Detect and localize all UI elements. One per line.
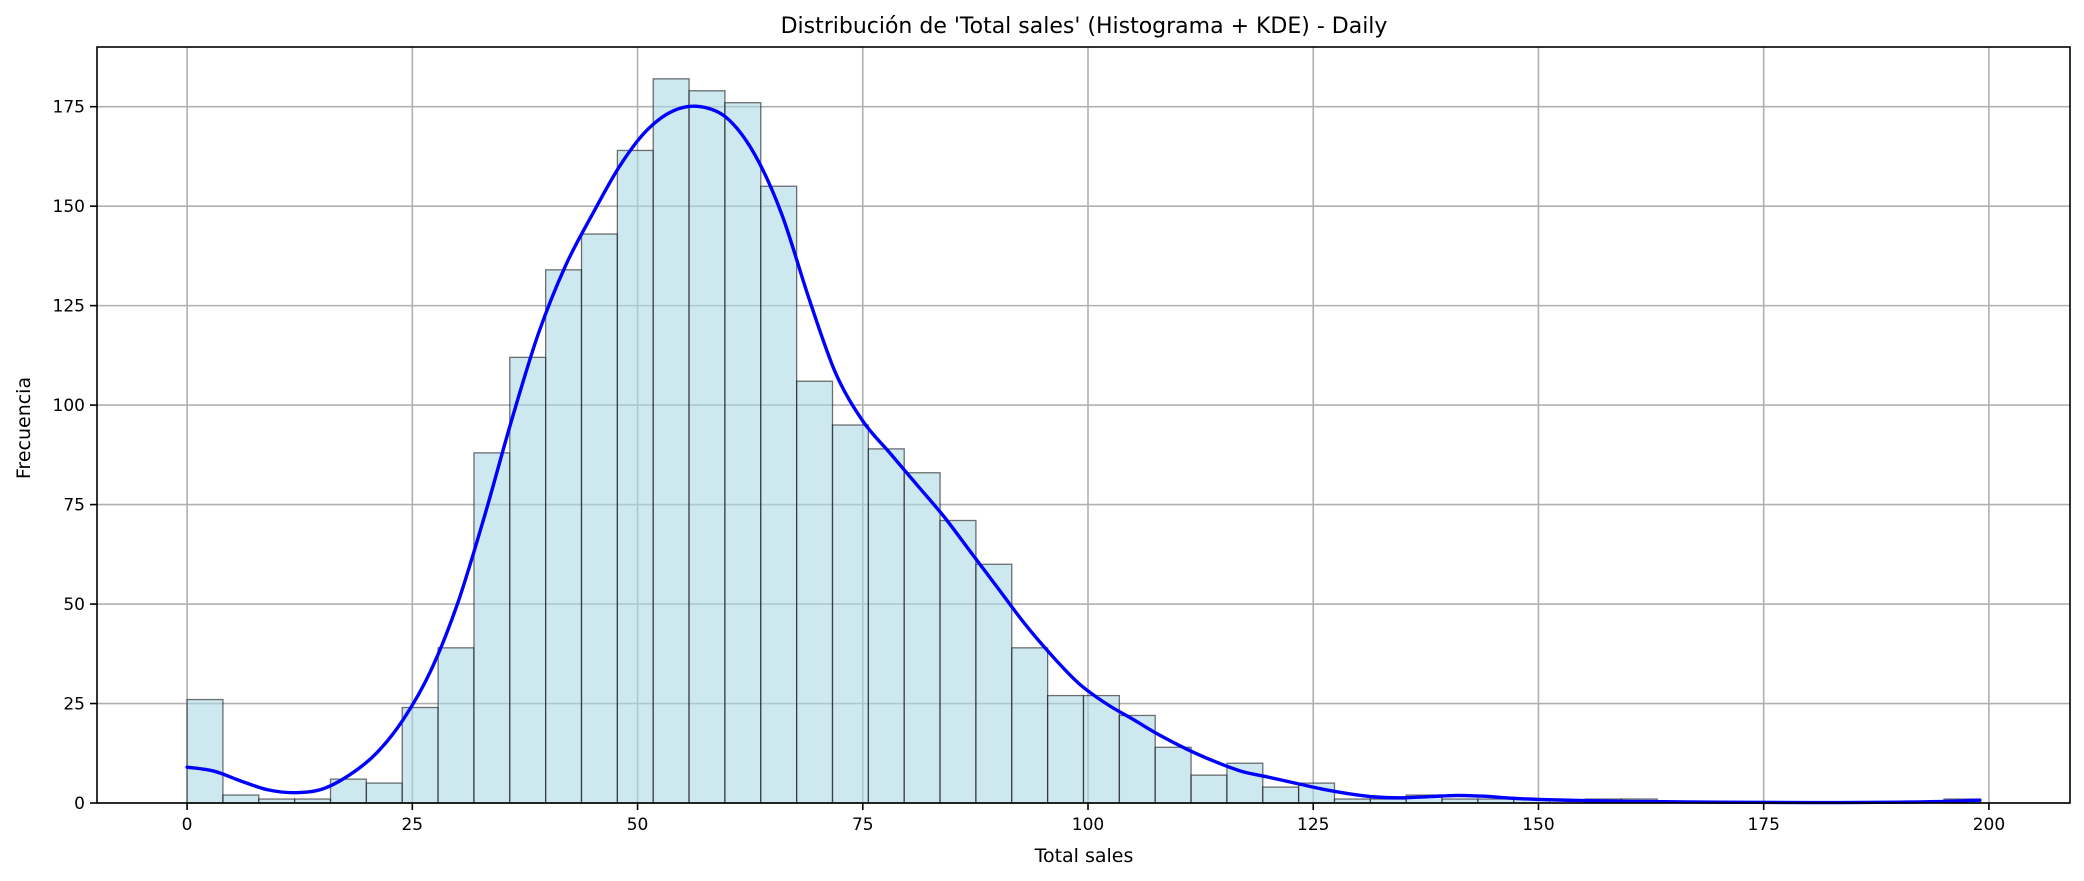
x-tick-label: 25: [401, 815, 423, 835]
histogram-bar: [831, 424, 870, 804]
histogram-bar: [760, 185, 798, 804]
histogram-bar: [867, 448, 905, 804]
x-axis-label: Total sales: [1034, 845, 1134, 867]
histogram-bar: [222, 794, 260, 804]
histogram-bar: [365, 782, 403, 804]
histogram-bar: [1046, 694, 1085, 804]
histogram-bar: [1190, 774, 1228, 804]
chart-title: Distribución de 'Total sales' (Histogram…: [781, 14, 1388, 39]
x-tick-label: 200: [1973, 815, 2005, 835]
y-tick-label: 125: [53, 297, 85, 317]
histogram-bar: [1262, 786, 1300, 804]
y-tick-label: 150: [53, 197, 85, 217]
x-tick-label: 75: [852, 815, 874, 835]
histogram-bar: [1082, 694, 1121, 804]
histogram-bar: [437, 647, 475, 804]
histogram-bar: [1011, 647, 1049, 804]
histogram-bar: [903, 472, 941, 804]
histogram-bar: [580, 233, 619, 804]
histogram-bar: [795, 380, 834, 804]
x-tick-label: 125: [1297, 815, 1329, 835]
grid-lines: [97, 47, 2070, 804]
histogram-bar: [975, 563, 1013, 804]
y-tick-label: 100: [53, 396, 85, 416]
histogram-bar: [616, 149, 654, 804]
y-tick-label: 0: [74, 794, 85, 814]
plot-frame: [96, 46, 2071, 804]
histogram-bar: [652, 78, 690, 804]
x-tick-label: 175: [1747, 815, 1779, 835]
histogram-bar: [473, 452, 511, 804]
histogram-bar: [939, 519, 977, 804]
x-tick-label: 150: [1522, 815, 1554, 835]
x-tick-label: 100: [1072, 815, 1104, 835]
y-axis-label: Frecuencia: [13, 377, 35, 479]
histogram-bar: [1154, 746, 1192, 804]
y-tick-label: 50: [63, 595, 85, 615]
histogram-bar: [688, 90, 726, 804]
histogram-bar: [186, 698, 224, 804]
y-tick-label: 75: [63, 496, 85, 516]
histogram-bars: [186, 78, 1981, 804]
histogram-bar: [509, 356, 547, 804]
x-tick-label: 0: [182, 815, 193, 835]
axis-ticks: 0 25 50 75 100 125 150 175 200 0 25 50 75 100 125 150 17…: [53, 98, 2006, 835]
x-tick-label: 50: [627, 815, 649, 835]
y-tick-label: 175: [53, 98, 85, 118]
histogram-bar: [545, 269, 583, 804]
histogram-bar: [724, 102, 762, 804]
histogram-bar: [401, 706, 439, 804]
y-tick-label: 25: [63, 695, 85, 715]
kde-curve: [185, 104, 1982, 805]
